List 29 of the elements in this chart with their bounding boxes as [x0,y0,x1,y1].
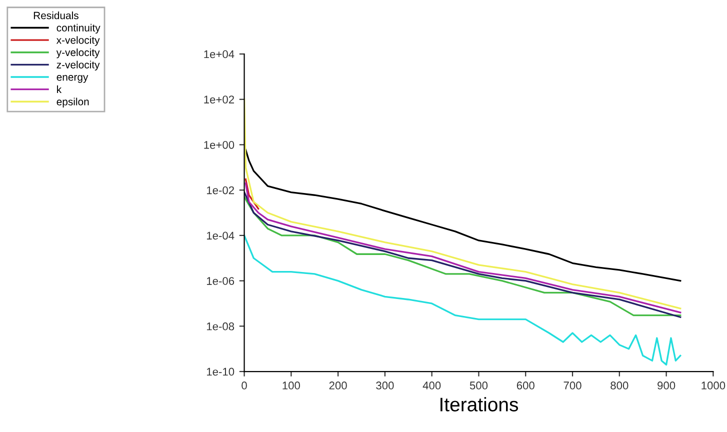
y-tick-label: 1e-02 [206,186,234,194]
x-axis-title: Iterations [440,397,518,412]
legend-label: x-velocity [56,36,100,46]
x-tick-label: 1000 [702,382,726,390]
legend-title: Residuals [34,12,78,20]
x-tick-label: 900 [658,382,676,390]
legend-label: y-velocity [56,48,100,58]
x-tick-label: 700 [564,382,582,390]
legend-label: z-velocity [56,60,100,71]
legend-label: epsilon [56,98,89,108]
line-series [244,234,682,366]
legend-label: k [57,85,62,93]
y-tick-label: 1e-10 [206,368,234,376]
x-tick-label: 100 [282,382,300,390]
x-tick-label: 500 [470,382,488,390]
y-tick-label: 1e-06 [206,277,234,285]
x-tick-label: 300 [376,382,394,390]
y-tick-label: 1e+04 [204,50,234,58]
x-tick-label: 800 [610,382,628,390]
y-tick-label: 1e+02 [204,96,234,104]
x-tick-label: 0 [242,382,247,390]
y-tick-label: 1e+00 [204,140,234,149]
x-tick-label: 600 [516,382,534,390]
legend-label: continuity [56,24,100,34]
x-tick-label: 200 [329,382,347,390]
y-tick-label: 1e-04 [206,232,234,240]
y-tick-label: 1e-08 [206,322,234,330]
x-tick-label: 400 [422,382,441,390]
legend-label: energy [56,75,88,83]
